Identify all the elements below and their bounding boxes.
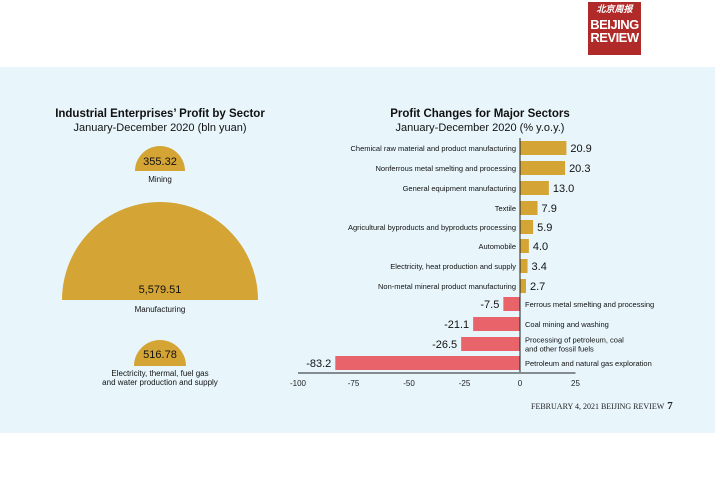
data-label: 13.0 [553,183,574,195]
bar [520,220,534,234]
data-label: -21.1 [444,319,469,331]
category-label: Coal mining and washing [525,320,609,329]
chart-title: Profit Changes for Major Sectors [390,108,570,120]
bar [473,317,520,331]
data-label: 3.4 [532,261,547,273]
bar [520,141,567,155]
x-tick-label: 0 [518,379,523,388]
category-label: Nonferrous metal smelting and processing [376,164,517,173]
category-label: Petroleum and natural gas exploration [525,359,652,368]
category-label: Agricultural byproducts and byproducts p… [348,223,516,232]
category-label: Automobile [478,242,516,251]
data-label: 5.9 [537,222,552,234]
mining-value: 355.32 [143,156,177,168]
bar [520,201,538,215]
category-label: Textile [495,204,516,213]
data-label: 20.3 [569,163,590,175]
data-label: 2.7 [530,281,545,293]
category-label: and other fossil fuels [525,345,594,354]
electricity-value: 516.78 [143,349,177,361]
bar [520,181,549,195]
bar [520,259,528,273]
bar [335,356,520,370]
left-title: Industrial Enterprises’ Profit by Sector [55,108,265,120]
logo-cn: 北京周报 [596,5,633,15]
data-label: -7.5 [480,299,499,311]
beijing-review-logo: 北京周报 BEIJING REVIEW [588,2,641,55]
footer: FEBRUARY 4, 2021 BEIJING REVIEW 7 [531,400,673,412]
bar [520,279,526,293]
category-label: Non-metal mineral product manufacturing [378,282,516,291]
bar [520,161,566,175]
data-label: -83.2 [306,358,331,370]
chart-subtitle: January-December 2020 (% y.o.y.) [395,122,565,134]
x-tick-label: -75 [348,379,360,388]
mining-label: Mining [148,175,172,184]
bar [503,297,520,311]
page-number: 7 [667,400,673,412]
electricity-label: Electricity, thermal, fuel gas [111,369,209,378]
x-tick-label: -100 [290,379,307,388]
bar [461,337,520,351]
category-label: Chemical raw material and product manufa… [351,144,517,153]
data-label: 20.9 [570,143,591,155]
category-label: Processing of petroleum, coal [525,336,624,345]
left-subtitle: January-December 2020 (bln yuan) [73,122,247,134]
bar [520,239,529,253]
logo-en2: REVIEW [590,30,639,45]
electricity-label-2: and water production and supply [102,378,218,387]
manufacturing-label: Manufacturing [134,305,186,314]
data-label: -26.5 [432,339,457,351]
category-label: Ferrous metal smelting and processing [525,300,654,309]
manufacturing-value: 5,579.51 [138,284,182,296]
logo-en1: BEIJING [590,17,639,32]
x-tick-label: -50 [403,379,415,388]
data-label: 4.0 [533,241,548,253]
x-tick-label: 25 [571,379,580,388]
category-label: Electricity, heat production and supply [390,262,516,271]
data-label: 7.9 [542,203,557,215]
category-label: General equipment manufacturing [403,184,516,193]
x-tick-label: -25 [459,379,471,388]
footer-text: FEBRUARY 4, 2021 BEIJING REVIEW [531,402,665,411]
